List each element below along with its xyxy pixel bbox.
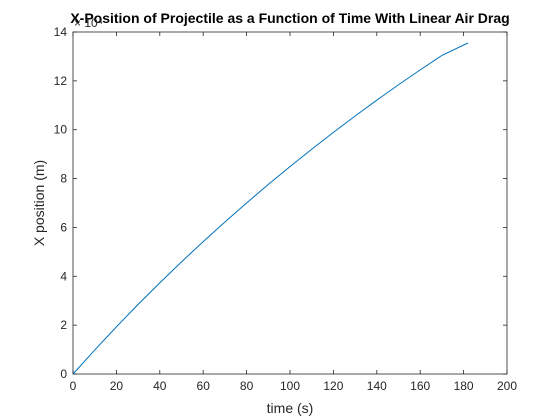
x-tick-label: 120 [323,379,343,393]
y-tick-label: 4 [60,269,67,283]
y-tick-label: 0 [60,367,67,381]
x-tick-label: 60 [197,379,211,393]
x-tick-label: 40 [153,379,167,393]
x-tick-label: 0 [70,379,77,393]
x-ticks: 0 20 40 60 80 100 120 140 160 180 200 [70,32,517,393]
y-tick-label: 6 [60,220,67,234]
y-tick-label: 10 [54,123,68,137]
series-line-0 [72,42,469,375]
x-tick-label: 200 [497,379,517,393]
x-tick-label: 180 [454,379,474,393]
y-exponent-label: × 10⁴ [74,16,103,30]
chart-title: X-Position of Projectile as a Function o… [70,10,509,26]
x-tick-label: 160 [410,379,430,393]
x-axis-label: time (s) [267,400,314,416]
series-group [72,42,469,375]
y-tick-label: 14 [54,25,68,39]
plot-area [72,31,508,375]
x-tick-label: 20 [110,379,124,393]
y-tick-label: 8 [60,172,67,186]
y-tick-label: 2 [60,318,67,332]
x-tick-label: 80 [240,379,254,393]
x-tick-label: 100 [280,379,300,393]
y-axis-label: X position (m) [31,160,47,246]
y-ticks: 0 2 4 6 8 10 12 14 [54,25,507,381]
y-tick-label: 12 [54,74,68,88]
x-tick-label: 140 [367,379,387,393]
